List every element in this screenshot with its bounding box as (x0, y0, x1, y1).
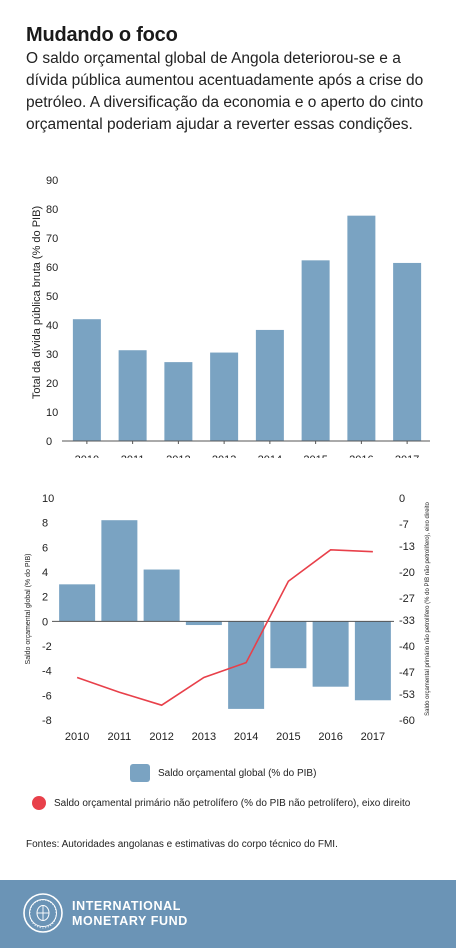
balance-bar (228, 621, 265, 709)
y-tick-label: 6 (42, 542, 48, 554)
y2-tick-label: -7 (399, 519, 409, 531)
legend-bar-label: Saldo orçamental global (% do PIB) (158, 767, 317, 779)
balance-bar (143, 569, 180, 622)
page-subtitle: O saldo orçamental global de Angola dete… (26, 50, 424, 133)
y-tick-label: 50 (46, 291, 58, 303)
y-tick-label: -2 (42, 641, 52, 653)
y-tick-label: 20 (46, 378, 58, 390)
balance-bar (185, 621, 222, 626)
x-tick-label: 2011 (121, 454, 145, 458)
x-tick-label: 2016 (349, 454, 373, 458)
x-tick-label: 2013 (192, 731, 216, 743)
x-tick-label: 2012 (149, 731, 173, 743)
balance-combo-chart: 10 8 6 4 2 0 -2 -4 -6 -8 0 -7 -13 -20 -27 -33 -40 -47 -53 -… (25, 493, 431, 743)
y-tick-label: 40 (46, 320, 58, 332)
y2-tick-label: -40 (399, 641, 415, 653)
debt-bar (72, 319, 101, 441)
y-tick-label: -4 (42, 666, 52, 678)
y2-axis-label: Saldo orçamental primário não petrolífer… (425, 501, 431, 715)
y-tick-label: -8 (42, 715, 52, 727)
y2-tick-label: -20 (399, 567, 415, 579)
y2-tick-label: -53 (399, 689, 415, 701)
debt-bar (393, 262, 422, 441)
y2-tick-label: -27 (399, 593, 415, 605)
balance-bar (270, 621, 307, 669)
x-tick-label: 2016 (318, 731, 342, 743)
debt-bar (210, 352, 239, 441)
source-note: Fontes: Autoridades angolanas e estimati… (26, 839, 338, 850)
x-tick-label: 2013 (212, 454, 236, 458)
legend-line-label: Saldo orçamental primário não petrolífer… (54, 797, 411, 809)
y2-tick-label: -47 (399, 667, 415, 679)
org-name: INTERNATIONAL MONETARY FUND (72, 899, 188, 928)
legend-bar-swatch (130, 764, 150, 782)
y-tick-label: 10 (46, 407, 58, 419)
legend-line-swatch (32, 796, 46, 810)
x-tick-label: 2015 (303, 454, 327, 458)
y-tick-label: 8 (42, 518, 48, 530)
x-tick-label: 2015 (276, 731, 300, 743)
balance-bar (354, 621, 391, 701)
y-tick-label: 2 (42, 592, 48, 604)
y-tick-label: 10 (42, 493, 54, 505)
y-axis-label: Total da dívida pública bruta (% do PIB) (31, 206, 43, 399)
debt-bar (347, 215, 376, 441)
y-tick-label: 90 (46, 175, 58, 187)
y-tick-label: 0 (46, 436, 52, 448)
y2-tick-label: -13 (399, 541, 415, 553)
y-tick-label: 0 (42, 616, 48, 628)
debt-bar (301, 260, 330, 441)
balance-bar (101, 520, 138, 622)
y-tick-label: -6 (42, 690, 52, 702)
footer-banner: INTERNATIONAL MONETARY FUND (0, 880, 456, 948)
x-tick-label: 2012 (166, 454, 190, 458)
org-name-line2: MONETARY FUND (72, 913, 188, 928)
x-tick-label: 2017 (361, 731, 385, 743)
debt-bar (255, 329, 284, 441)
y-tick-label: 4 (42, 567, 48, 579)
x-tick-label: 2014 (258, 454, 282, 458)
balance-bar (59, 584, 96, 622)
x-tick-label: 2010 (65, 731, 89, 743)
y-tick-label: 60 (46, 262, 58, 274)
x-tick-label: 2017 (395, 454, 419, 458)
org-name-line1: INTERNATIONAL (72, 899, 181, 913)
imf-seal-icon (23, 893, 63, 933)
balance-bar (312, 621, 349, 687)
y-tick-label: 80 (46, 204, 58, 216)
x-tick-label: 2010 (75, 454, 99, 458)
y2-tick-label: 0 (399, 493, 405, 505)
y-tick-label: 70 (46, 233, 58, 245)
debt-bar (118, 350, 147, 441)
non-oil-balance-line (76, 548, 373, 707)
y2-tick-label: -60 (399, 715, 415, 727)
x-tick-label: 2014 (234, 731, 258, 743)
legend-item-bar: Saldo orçamental global (% do PIB) (130, 764, 316, 782)
x-tick-label: 2011 (108, 731, 132, 743)
debt-bar-chart: 9080706050403020100201020112012201320142… (31, 175, 430, 458)
y-axis-label: Saldo orçamental global (% do PIB) (25, 554, 32, 665)
y-tick-label: 30 (46, 349, 58, 361)
legend-item-line: Saldo orçamental primário não petrolífer… (32, 796, 410, 810)
debt-bar (164, 362, 193, 441)
page-title: Mudando o foco (26, 24, 178, 46)
y2-tick-label: -33 (399, 615, 415, 627)
